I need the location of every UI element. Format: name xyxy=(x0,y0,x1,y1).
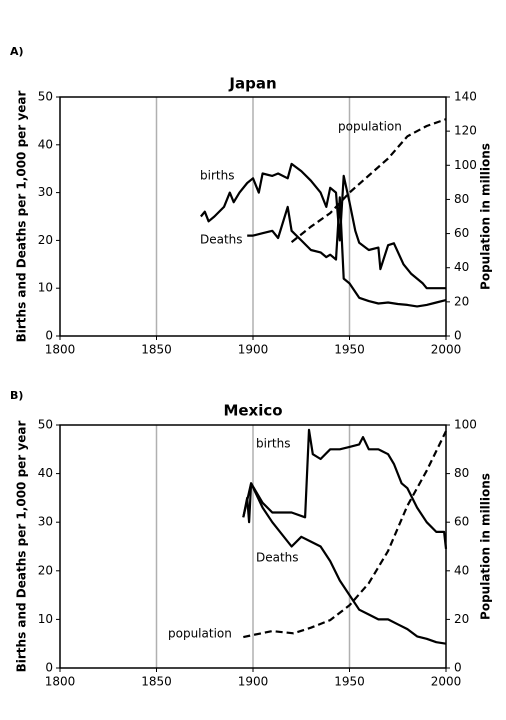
y2-tick-label: 20 xyxy=(454,294,469,308)
y2-axis-label: Population in millions xyxy=(479,143,493,290)
series-label: Deaths xyxy=(200,233,243,247)
series-label: Deaths xyxy=(256,551,299,565)
chart-title: Japan xyxy=(228,75,276,93)
y2-tick-label: 60 xyxy=(454,515,469,529)
x-tick-label: 1800 xyxy=(45,675,76,689)
y-axis-label: Births and Deaths per 1,000 per year xyxy=(15,421,29,673)
series-line xyxy=(200,162,446,290)
y-axis-label: Births and Deaths per 1,000 per year xyxy=(15,91,29,343)
y2-axis-label: Population in millions xyxy=(479,473,493,620)
y-tick-label: 50 xyxy=(38,90,53,104)
x-tick-label: 2000 xyxy=(431,343,462,357)
plot-frame xyxy=(59,96,447,337)
x-tick-label: 1950 xyxy=(334,675,365,689)
y-tick-label: 10 xyxy=(38,281,53,295)
x-tick-label: 2000 xyxy=(431,675,462,689)
series-label: population xyxy=(338,120,402,134)
panel-label: A) xyxy=(10,45,24,58)
series-line xyxy=(242,428,448,550)
series-line xyxy=(243,430,447,639)
series-line xyxy=(247,196,447,308)
x-tick-label: 1900 xyxy=(238,343,269,357)
x-tick-label: 1950 xyxy=(334,343,365,357)
panel-label: B) xyxy=(10,389,23,402)
y2-tick-label: 120 xyxy=(454,124,477,138)
y-tick-label: 30 xyxy=(38,515,53,529)
y2-tick-label: 0 xyxy=(454,329,462,343)
x-tick-label: 1800 xyxy=(45,343,76,357)
chart-title: Mexico xyxy=(223,402,282,420)
y-tick-label: 10 xyxy=(38,612,53,626)
y-tick-label: 40 xyxy=(38,466,53,480)
y2-tick-label: 80 xyxy=(454,192,469,206)
series-label: births xyxy=(200,169,234,183)
y2-tick-label: 60 xyxy=(454,226,469,240)
series-label: population xyxy=(168,627,232,641)
y2-tick-label: 20 xyxy=(454,612,469,626)
y2-tick-label: 0 xyxy=(454,661,462,675)
y-tick-label: 50 xyxy=(38,418,53,432)
x-tick-label: 1850 xyxy=(141,675,172,689)
x-tick-label: 1850 xyxy=(141,343,172,357)
y-tick-label: 0 xyxy=(45,329,53,343)
y-tick-label: 20 xyxy=(38,563,53,577)
y2-tick-label: 140 xyxy=(454,90,477,104)
y-tick-label: 30 xyxy=(38,185,53,199)
series-label: births xyxy=(256,437,290,451)
x-tick-label: 1900 xyxy=(238,675,269,689)
y2-tick-label: 100 xyxy=(454,158,477,172)
y-tick-label: 20 xyxy=(38,233,53,247)
y2-tick-label: 100 xyxy=(454,418,477,432)
y2-tick-label: 80 xyxy=(454,466,469,480)
y-tick-label: 40 xyxy=(38,137,53,151)
y2-tick-label: 40 xyxy=(454,260,469,274)
y-tick-label: 0 xyxy=(45,661,53,675)
series-line xyxy=(290,118,447,243)
series-line xyxy=(242,482,447,645)
y2-tick-label: 40 xyxy=(454,563,469,577)
